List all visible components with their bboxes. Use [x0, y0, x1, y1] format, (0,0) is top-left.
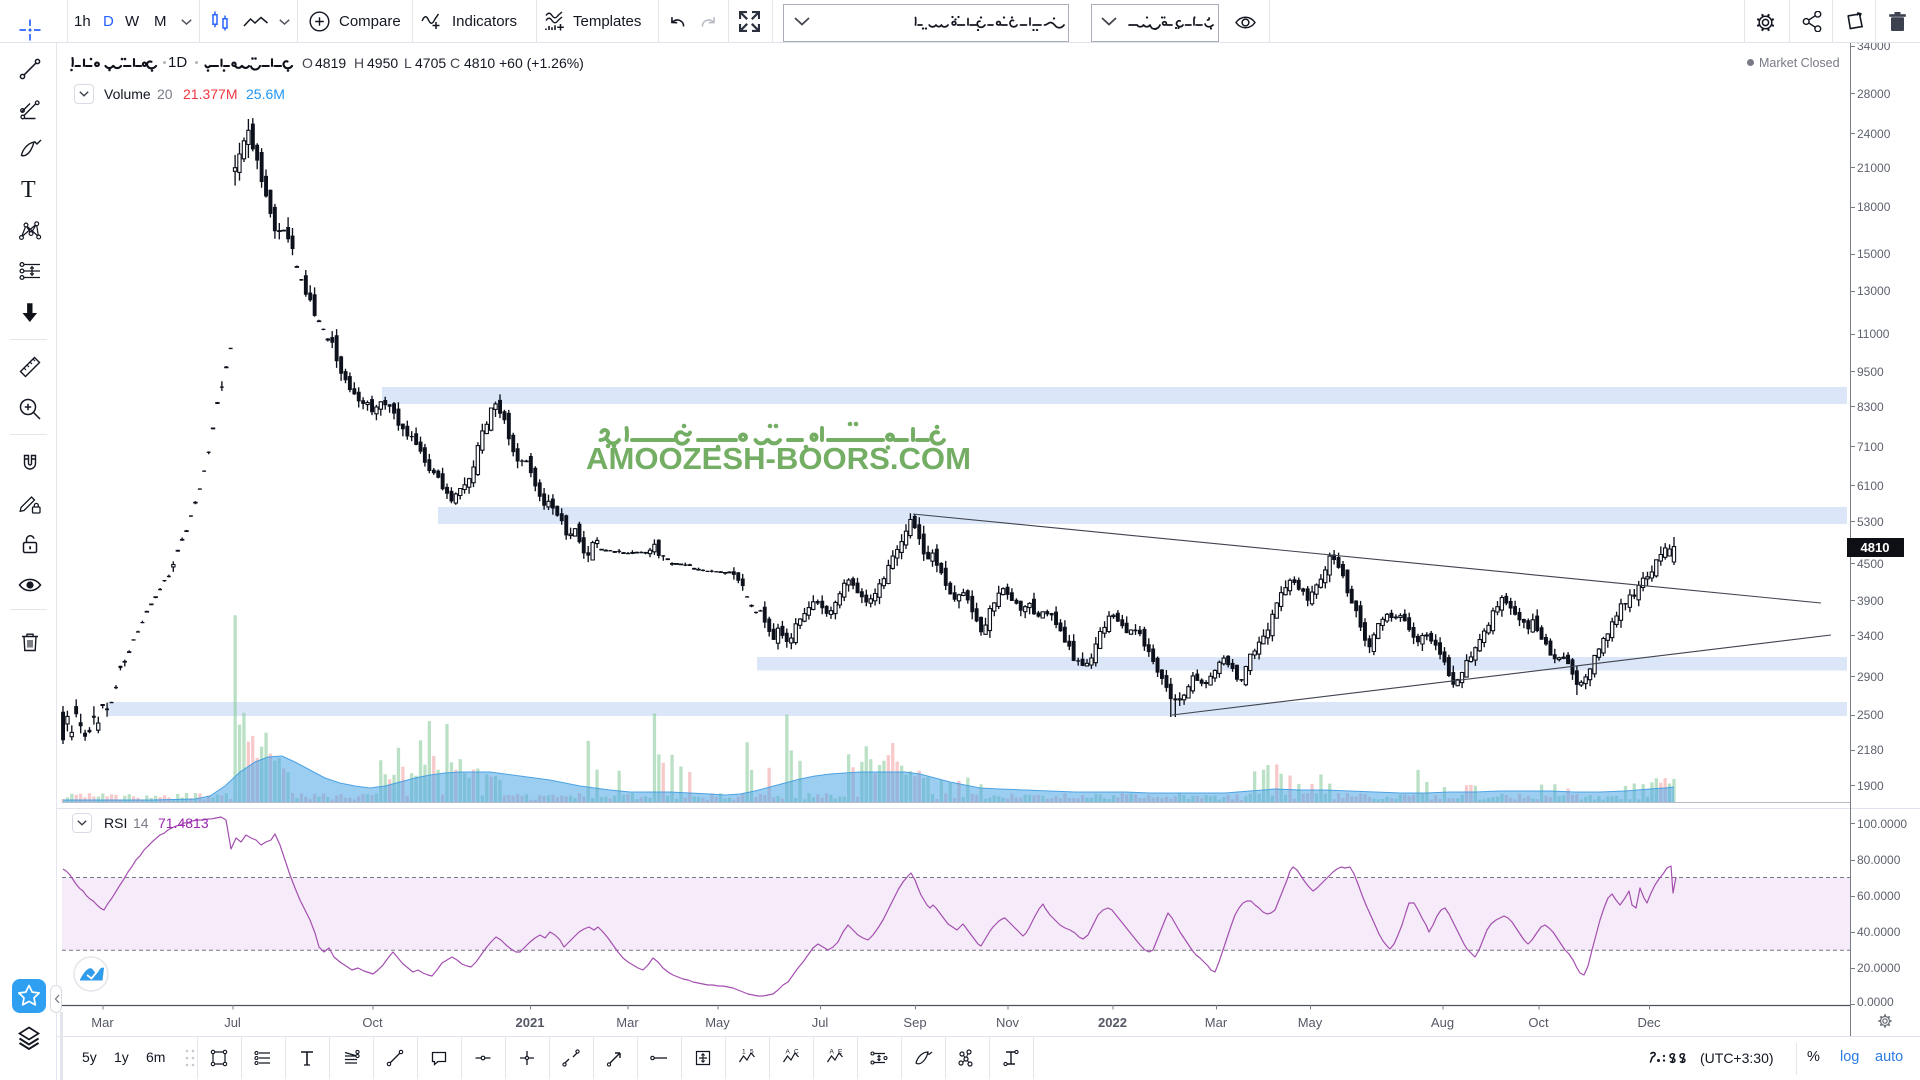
- svg-text:2021: 2021: [516, 1015, 545, 1030]
- svg-text:AMOOZESH-BOORS.COM: AMOOZESH-BOORS.COM: [586, 441, 971, 476]
- svg-text:40.0000: 40.0000: [1857, 925, 1901, 939]
- svg-text:Dec: Dec: [1637, 1015, 1661, 1030]
- svg-text:Oct: Oct: [362, 1015, 383, 1030]
- svg-text:A: A: [786, 1049, 791, 1056]
- svg-text:7100: 7100: [1857, 440, 1884, 454]
- svg-text:28000: 28000: [1857, 87, 1891, 101]
- svg-text:Sep: Sep: [903, 1015, 926, 1030]
- svg-text:5: 5: [750, 1049, 754, 1056]
- svg-text:11000: 11000: [1857, 327, 1890, 341]
- svg-text:Nov: Nov: [996, 1015, 1020, 1030]
- svg-text:9500: 9500: [1857, 365, 1884, 379]
- svg-text:Jul: Jul: [224, 1015, 241, 1030]
- svg-text:A: A: [830, 1049, 835, 1056]
- svg-text:60.0000: 60.0000: [1857, 889, 1901, 903]
- svg-text:15000: 15000: [1857, 247, 1891, 261]
- svg-text:Jul: Jul: [812, 1015, 829, 1030]
- svg-text:4810: 4810: [1861, 540, 1890, 555]
- svg-text:8300: 8300: [1857, 400, 1884, 414]
- svg-text:E: E: [838, 1049, 843, 1056]
- svg-text:2900: 2900: [1857, 670, 1884, 684]
- svg-text:5300: 5300: [1857, 515, 1884, 529]
- svg-text:13000: 13000: [1857, 284, 1891, 298]
- svg-text:1: 1: [742, 1049, 746, 1056]
- svg-text:24000: 24000: [1857, 127, 1891, 141]
- svg-text:Mar: Mar: [91, 1015, 114, 1030]
- svg-text:4500: 4500: [1857, 557, 1884, 571]
- svg-text:C: C: [794, 1049, 799, 1056]
- svg-text:2022: 2022: [1098, 1015, 1127, 1030]
- svg-text:6100: 6100: [1857, 479, 1884, 493]
- svg-text:Mar: Mar: [616, 1015, 639, 1030]
- svg-text:100.0000: 100.0000: [1857, 817, 1907, 831]
- svg-text:3900: 3900: [1857, 594, 1884, 608]
- svg-text:18000: 18000: [1857, 200, 1891, 214]
- svg-text:Aug: Aug: [1431, 1015, 1454, 1030]
- svg-text:2500: 2500: [1857, 708, 1884, 722]
- svg-text:Oct: Oct: [1528, 1015, 1549, 1030]
- svg-text:Mar: Mar: [1205, 1015, 1228, 1030]
- svg-text:21000: 21000: [1857, 161, 1891, 175]
- svg-text:80.0000: 80.0000: [1857, 853, 1901, 867]
- svg-text:1900: 1900: [1857, 779, 1884, 793]
- svg-text:2180: 2180: [1857, 743, 1884, 757]
- svg-text:3400: 3400: [1857, 629, 1884, 643]
- svg-text:20.0000: 20.0000: [1857, 961, 1901, 975]
- svg-text:May: May: [1298, 1015, 1323, 1030]
- svg-text:0.0000: 0.0000: [1857, 995, 1894, 1009]
- svg-text:May: May: [705, 1015, 730, 1030]
